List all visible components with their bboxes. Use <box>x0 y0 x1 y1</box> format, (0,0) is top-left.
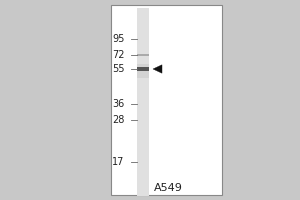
Text: 36: 36 <box>112 99 124 109</box>
Bar <box>136 64 148 78</box>
Text: 28: 28 <box>112 115 124 125</box>
Polygon shape <box>153 65 162 73</box>
Bar <box>111 5 222 195</box>
Text: 72: 72 <box>112 50 124 60</box>
Bar <box>136 54 148 56</box>
Text: A549: A549 <box>154 183 182 193</box>
Bar <box>136 67 148 71</box>
Bar <box>136 8 148 196</box>
Text: 17: 17 <box>112 157 124 167</box>
Text: 95: 95 <box>112 34 124 44</box>
Text: 55: 55 <box>112 64 124 74</box>
